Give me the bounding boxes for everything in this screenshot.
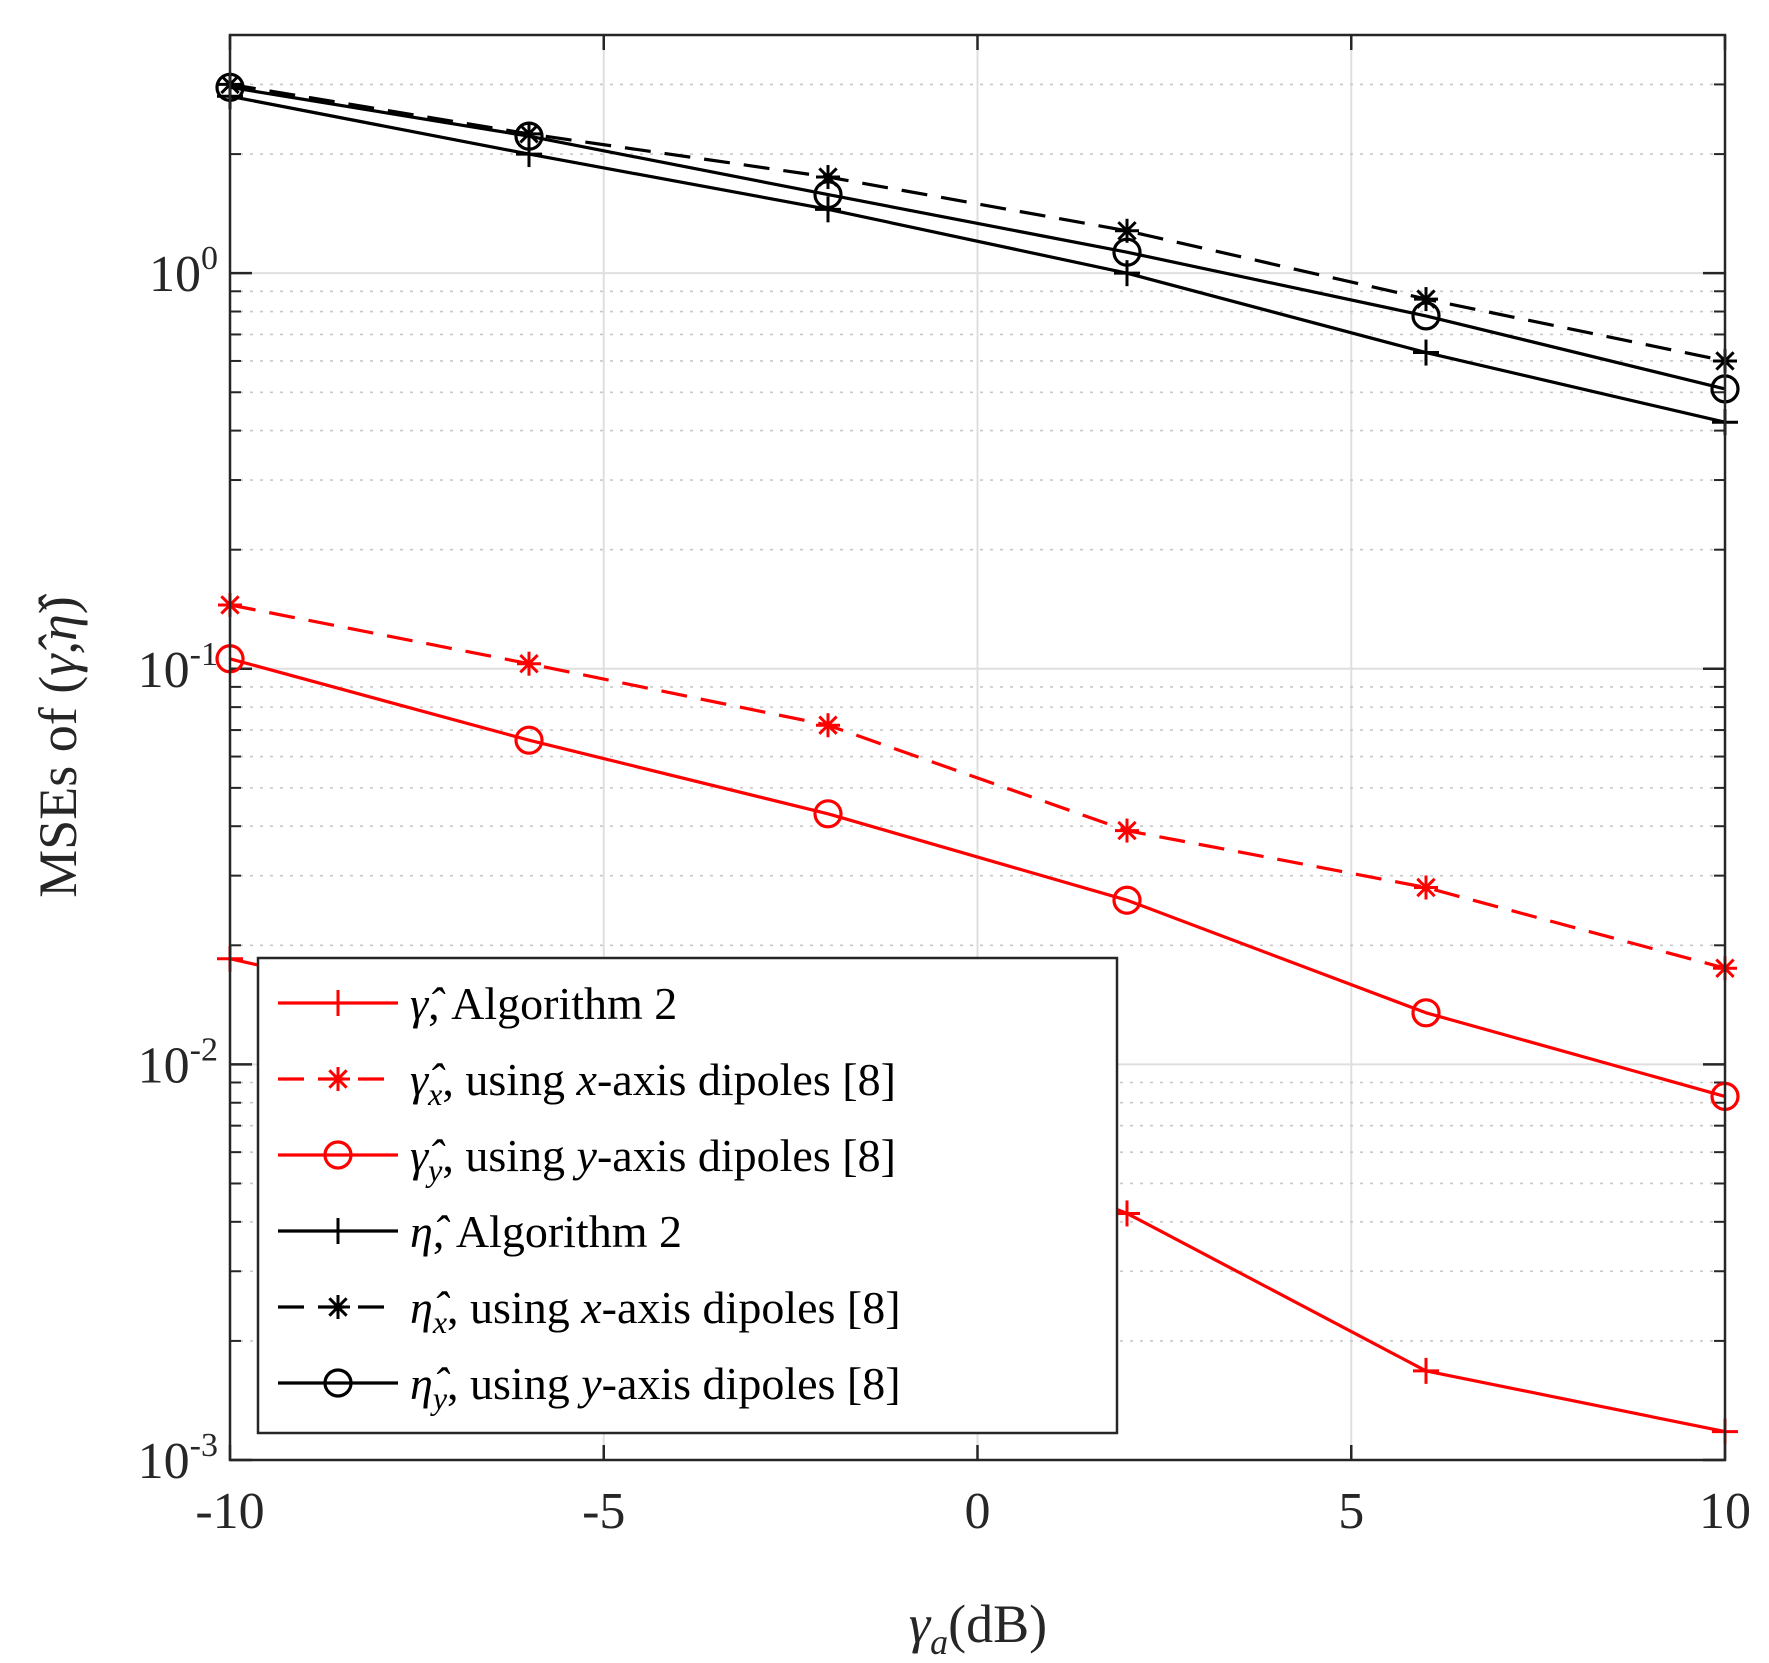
series-line bbox=[229, 85, 1726, 391]
series-line bbox=[229, 82, 1726, 363]
marker-stroke bbox=[1117, 221, 1137, 241]
marker-stroke bbox=[818, 715, 838, 735]
marker-stroke bbox=[519, 654, 539, 674]
data-point bbox=[514, 725, 544, 755]
plot-frame bbox=[228, 33, 1727, 1462]
data-point bbox=[1413, 339, 1439, 366]
data-point bbox=[517, 651, 541, 676]
legend-marker bbox=[323, 1140, 353, 1170]
data-point bbox=[1411, 301, 1441, 331]
marker-stroke bbox=[519, 124, 539, 144]
x-tick-label: -10 bbox=[195, 1483, 264, 1540]
legend: γ̂, Algorithm 2 γ̂x, using x-axis dipoles… bbox=[256, 956, 1119, 1435]
legend-item-5: η̂x, using x-axis dipoles [8] bbox=[278, 1282, 901, 1340]
legend-label: γ̂y, using y-axis dipoles [8] bbox=[410, 1130, 896, 1188]
legend-marker bbox=[323, 1368, 353, 1398]
marker-stroke bbox=[328, 1297, 348, 1317]
x-tick-label: -5 bbox=[582, 1483, 625, 1540]
data-point bbox=[816, 713, 840, 738]
data-point bbox=[1411, 998, 1441, 1028]
data-point bbox=[1115, 818, 1139, 843]
data-point bbox=[1413, 1357, 1439, 1384]
legend-marker bbox=[326, 1295, 350, 1319]
legend-item-6: η̂y, using y-axis dipoles [8] bbox=[278, 1358, 901, 1416]
marker-stroke bbox=[1117, 820, 1137, 841]
legend-label: η̂x, using x-axis dipoles [8] bbox=[410, 1282, 901, 1340]
x-tick-label: 0 bbox=[965, 1483, 991, 1540]
legend-marker bbox=[326, 1067, 350, 1091]
legend-label: η̂, Algorithm 2 bbox=[410, 1206, 682, 1257]
legend-label: γ̂x, using x-axis dipoles [8] bbox=[410, 1054, 896, 1112]
y-tick-label: 10-3 bbox=[138, 1427, 218, 1490]
data-point bbox=[1112, 885, 1142, 915]
y-tick-label: 100 bbox=[149, 240, 218, 303]
y-tick-label: 10-2 bbox=[138, 1031, 218, 1094]
y-axis-title: MSEs of (γ̂,η̂) bbox=[28, 593, 88, 898]
legend-label: η̂y, using y-axis dipoles [8] bbox=[410, 1358, 901, 1416]
y-tick-labels: 100 10-1 10-2 10-3 bbox=[138, 240, 218, 1490]
legend-item-1: γ̂, Algorithm 2 bbox=[278, 978, 677, 1029]
data-point bbox=[1114, 1200, 1140, 1227]
legend-item-4: η̂, Algorithm 2 bbox=[278, 1206, 682, 1257]
marker-stroke bbox=[328, 1069, 348, 1089]
legend-item-3: γ̂y, using y-axis dipoles [8] bbox=[278, 1130, 896, 1188]
data-point bbox=[1115, 218, 1139, 243]
x-tick-label: 10 bbox=[1699, 1483, 1751, 1540]
legend-box bbox=[256, 956, 1119, 1435]
data-point bbox=[514, 121, 544, 151]
series-line bbox=[229, 657, 1726, 1098]
legend-item-2: γ̂x, using x-axis dipoles [8] bbox=[278, 1054, 896, 1112]
data-point bbox=[815, 196, 841, 223]
x-tick-labels: -10 -5 0 5 10 bbox=[195, 1483, 1751, 1540]
marker-stroke bbox=[1416, 877, 1436, 898]
x-tick-label: 5 bbox=[1338, 1483, 1364, 1540]
data-point bbox=[813, 179, 843, 210]
data-point bbox=[1414, 875, 1438, 900]
series-line bbox=[229, 94, 1726, 424]
x-axis-title: γa(dB) bbox=[909, 1594, 1047, 1662]
data-point bbox=[1112, 237, 1142, 267]
legend-marker bbox=[325, 990, 351, 1016]
legend-marker bbox=[325, 1218, 351, 1244]
y-tick-label: 10-1 bbox=[138, 636, 218, 699]
series-line bbox=[229, 603, 1726, 970]
legend-label: γ̂, Algorithm 2 bbox=[410, 978, 677, 1029]
data-point bbox=[813, 799, 843, 829]
